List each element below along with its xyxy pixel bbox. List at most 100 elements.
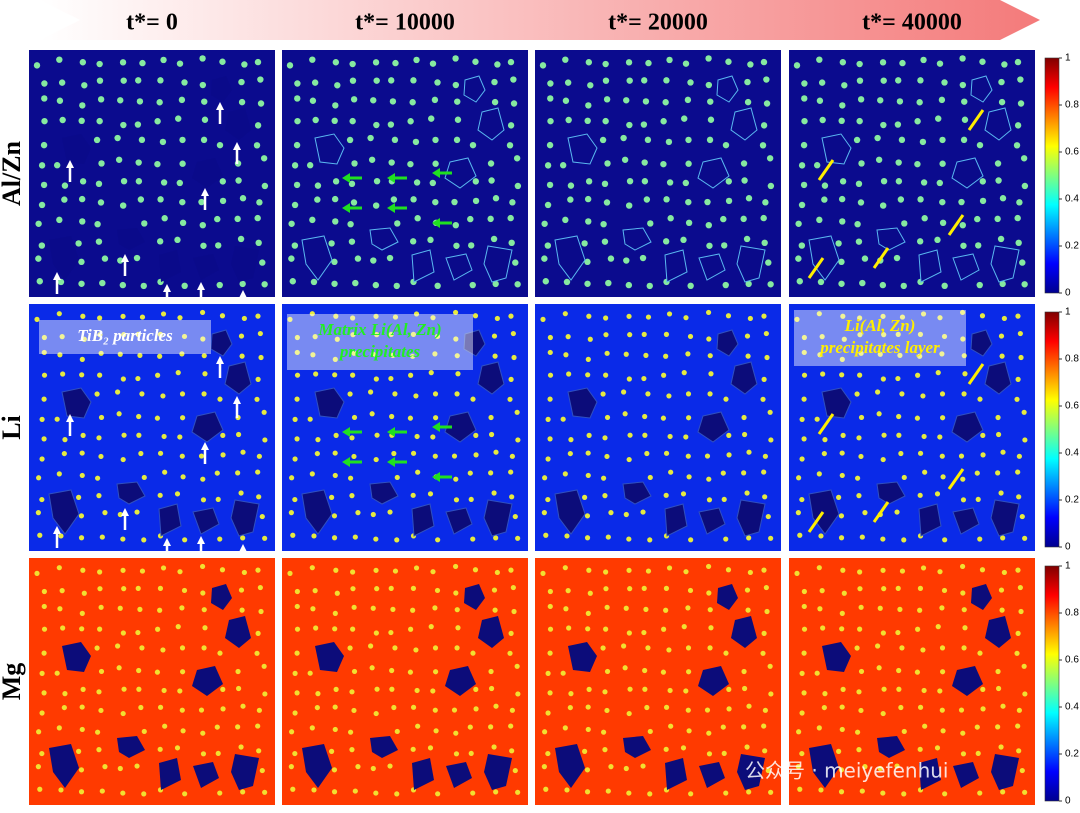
precipitate (240, 789, 246, 795)
precipitate (177, 434, 183, 440)
precipitate (473, 706, 479, 712)
precipitate (798, 242, 806, 249)
precipitate (1017, 584, 1023, 591)
precipitate (626, 536, 632, 542)
precipitate (473, 432, 479, 438)
arrow-head (197, 282, 205, 290)
precipitate (488, 685, 495, 692)
precipitate (901, 220, 908, 227)
precipitate (760, 58, 768, 66)
precipitate (433, 415, 439, 421)
precipitate (1015, 376, 1021, 382)
tib2-particle (211, 584, 232, 610)
precipitate (508, 723, 514, 729)
precipitate (838, 535, 845, 541)
precipitate (761, 630, 767, 636)
precipitate (472, 178, 480, 185)
precipitate (547, 372, 554, 378)
precipitate (413, 565, 420, 571)
tib2-particle (478, 616, 504, 648)
arrow-head (233, 396, 241, 404)
precipitate (430, 315, 436, 321)
precipitate (81, 590, 87, 596)
precipitate (681, 624, 687, 630)
precipitate (1000, 449, 1006, 455)
precipitate (36, 729, 42, 735)
precipitate (392, 314, 399, 320)
precipitate (454, 607, 460, 613)
precipitate (816, 311, 822, 317)
precipitate (254, 214, 261, 222)
precipitate (120, 456, 126, 463)
precipitate (1016, 707, 1022, 713)
precipitate (960, 730, 966, 736)
precipitate (725, 197, 733, 205)
precipitate (114, 134, 121, 142)
precipitate (256, 453, 262, 459)
precipitate (257, 584, 263, 591)
precipitate (796, 729, 802, 735)
annotation-text: Li(Al, Zn) (844, 316, 916, 335)
precipitate (78, 513, 85, 519)
precipitate (97, 332, 103, 338)
precipitate (627, 586, 633, 592)
precipitate (348, 238, 356, 245)
precipitate (858, 707, 864, 714)
precipitate (159, 138, 167, 146)
precipitate (472, 58, 479, 65)
precipitate (626, 376, 632, 382)
precipitate (741, 431, 748, 438)
colorbar-tick-label: 0.4 (1065, 448, 1079, 459)
precipitate (239, 353, 245, 359)
precipitate (286, 62, 294, 69)
precipitate (562, 97, 570, 104)
precipitate (744, 744, 750, 750)
precipitate (759, 142, 767, 149)
tib2-particle (370, 736, 398, 758)
tib2-particle (664, 503, 688, 537)
precipitate (687, 333, 694, 340)
precipitate (388, 375, 394, 382)
precipitate (895, 178, 903, 185)
precipitate (747, 61, 754, 68)
panel (535, 304, 781, 551)
precipitate (56, 725, 62, 731)
precipitate (176, 179, 184, 187)
precipitate (331, 258, 338, 266)
colorbar-tick-label: 1 (1065, 307, 1071, 318)
precipitate (880, 121, 887, 129)
precipitate (896, 686, 902, 692)
precipitate (331, 195, 339, 203)
precipitate (351, 707, 357, 714)
precipitate (881, 586, 887, 592)
tib2-particle (48, 489, 80, 535)
precipitate (767, 663, 773, 669)
precipitate (562, 56, 569, 63)
precipitate (1021, 409, 1027, 415)
precipitate (454, 116, 462, 123)
precipitate (838, 195, 846, 203)
precipitate (235, 685, 242, 692)
precipitate (546, 181, 554, 189)
precipitate (877, 765, 883, 772)
precipitate (1001, 569, 1007, 576)
arrow-head (53, 526, 61, 534)
precipitate (507, 122, 515, 129)
arrow (807, 511, 825, 533)
precipitate (312, 588, 318, 594)
precipitate (217, 650, 223, 656)
precipitate (668, 469, 674, 475)
precipitate (643, 606, 649, 612)
precipitate (799, 456, 805, 462)
precipitate (386, 254, 394, 262)
precipitate (508, 239, 515, 247)
precipitate (141, 537, 147, 543)
precipitate (760, 650, 766, 656)
precipitate (960, 476, 966, 482)
precipitate (311, 79, 319, 86)
precipitate (859, 788, 865, 794)
precipitate (841, 336, 847, 342)
precipitate (939, 136, 946, 144)
precipitate (582, 748, 588, 754)
precipitate (488, 470, 494, 476)
